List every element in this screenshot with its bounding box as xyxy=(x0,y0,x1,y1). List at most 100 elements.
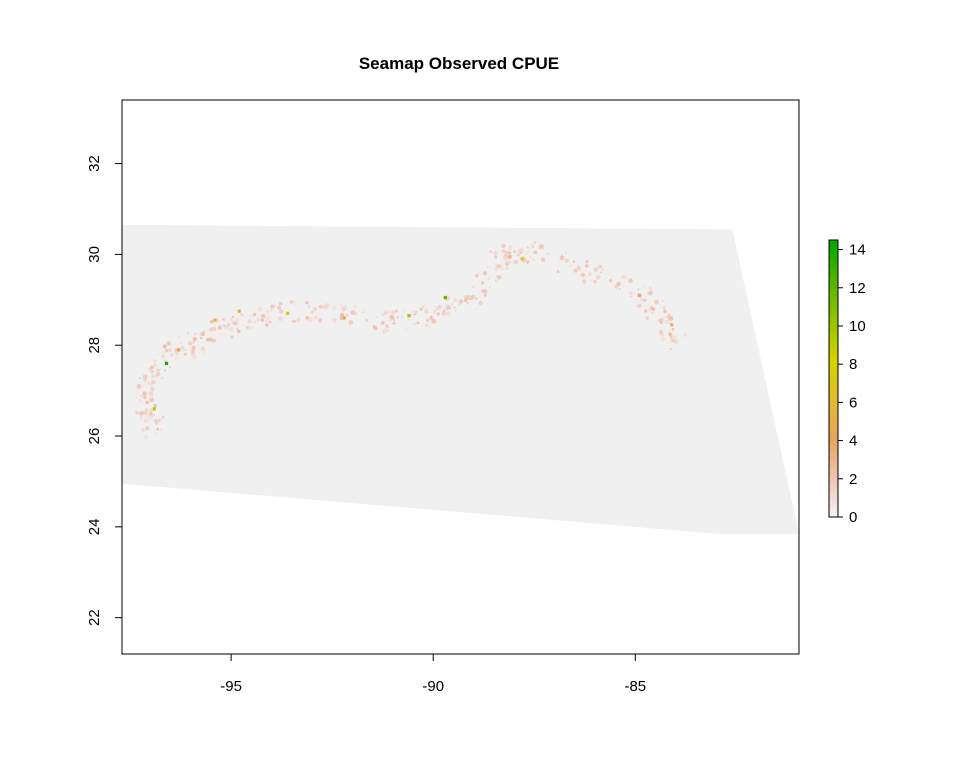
cpue-speck xyxy=(192,341,196,344)
cpue-speck xyxy=(526,246,529,249)
cpue-speck xyxy=(159,368,162,371)
cpue-speck xyxy=(308,317,314,323)
cpue-speck xyxy=(419,307,423,311)
cpue-speck xyxy=(346,314,349,317)
cpue-speck xyxy=(640,298,644,302)
cpue-speck xyxy=(416,321,420,325)
cpue-speck xyxy=(643,298,647,302)
cpue-speck xyxy=(331,306,337,311)
cpue-speck xyxy=(494,255,498,259)
cpue-speck xyxy=(143,381,147,385)
cpue-speck xyxy=(308,305,310,308)
cpue-speck xyxy=(453,306,457,309)
cpue-speck xyxy=(203,350,206,354)
cpue-speck xyxy=(384,312,387,315)
cpue-speck xyxy=(183,352,187,356)
cpue-speck xyxy=(507,246,512,251)
cpue-speck xyxy=(178,336,181,339)
cpue-speck xyxy=(174,355,180,361)
cpue-speck xyxy=(475,274,479,278)
cpue-speck xyxy=(669,333,673,338)
cpue-speck xyxy=(547,252,550,255)
cpue-speck xyxy=(145,426,150,431)
cpue-speck xyxy=(375,316,378,319)
cpue-speck xyxy=(392,321,396,325)
cpue-speck xyxy=(428,324,433,329)
legend-tick-label: 0 xyxy=(849,509,857,526)
cpue-speck xyxy=(418,315,421,318)
cpue-speck xyxy=(651,311,654,315)
cpue-speck xyxy=(616,281,621,287)
cpue-speck xyxy=(353,305,357,309)
cpue-speck xyxy=(205,337,210,342)
cpue-speck xyxy=(312,307,318,312)
cpue-speck xyxy=(524,253,528,256)
cpue-speck xyxy=(637,303,642,308)
cpue-speck xyxy=(432,312,435,315)
cpue-observation xyxy=(342,316,346,320)
legend-tick-label: 2 xyxy=(849,471,857,488)
cpue-speck xyxy=(289,300,294,304)
cpue-speck xyxy=(595,275,601,281)
cpue-speck xyxy=(318,304,323,309)
cpue-observation xyxy=(237,309,241,313)
cpue-speck xyxy=(482,277,485,280)
cpue-speck xyxy=(217,332,222,337)
cpue-speck xyxy=(587,265,590,267)
cpue-speck xyxy=(170,353,174,357)
cpue-speck xyxy=(230,318,233,322)
cpue-speck xyxy=(145,400,150,405)
cpue-speck xyxy=(608,279,613,283)
cpue-speck xyxy=(573,268,578,273)
cpue-speck xyxy=(184,349,187,352)
cpue-observation xyxy=(177,348,181,352)
cpue-speck xyxy=(394,309,398,313)
cpue-speck xyxy=(662,306,666,310)
cpue-speck xyxy=(403,310,406,313)
cpue-speck xyxy=(231,315,234,319)
cpue-speck xyxy=(615,285,618,289)
cpue-speck xyxy=(576,266,581,271)
cpue-speck xyxy=(151,374,155,378)
cpue-speck xyxy=(265,323,269,327)
cpue-speck xyxy=(658,329,663,334)
cpue-speck xyxy=(621,275,625,278)
cpue-speck xyxy=(593,267,599,273)
cpue-speck xyxy=(156,352,159,355)
cpue-speck xyxy=(249,314,254,319)
cpue-speck xyxy=(429,315,433,319)
cpue-speck xyxy=(505,251,508,255)
cpue-speck xyxy=(277,305,282,310)
cpue-speck xyxy=(512,260,515,263)
cpue-speck xyxy=(665,320,668,323)
cpue-speck xyxy=(339,304,343,307)
cpue-speck xyxy=(142,374,148,379)
cpue-speck xyxy=(144,384,148,388)
cpue-speck xyxy=(245,326,249,329)
cpue-speck xyxy=(489,266,491,268)
cpue-speck xyxy=(270,309,273,312)
cpue-speck xyxy=(305,301,309,305)
cpue-observation xyxy=(443,295,447,300)
cpue-speck xyxy=(585,264,589,268)
cpue-speck xyxy=(222,333,227,338)
cpue-speck xyxy=(407,317,411,321)
cpue-speck xyxy=(495,279,497,282)
cpue-speck xyxy=(649,287,652,290)
cpue-speck xyxy=(192,337,197,342)
cpue-speck xyxy=(147,382,150,384)
cpue-speck xyxy=(228,326,234,332)
cpue-speck xyxy=(451,303,454,305)
cpue-speck xyxy=(478,300,483,306)
cpue-speck xyxy=(150,408,154,412)
cpue-speck xyxy=(143,434,149,440)
cpue-speck xyxy=(581,279,587,284)
cpue-speck xyxy=(513,259,519,265)
cpue-speck xyxy=(161,354,166,359)
cpue-speck xyxy=(252,312,257,317)
cpue-speck xyxy=(496,264,501,269)
cpue-speck xyxy=(540,257,546,262)
cpue-speck xyxy=(134,396,138,400)
cpue-speck xyxy=(330,317,335,322)
cpue-speck xyxy=(488,276,491,279)
